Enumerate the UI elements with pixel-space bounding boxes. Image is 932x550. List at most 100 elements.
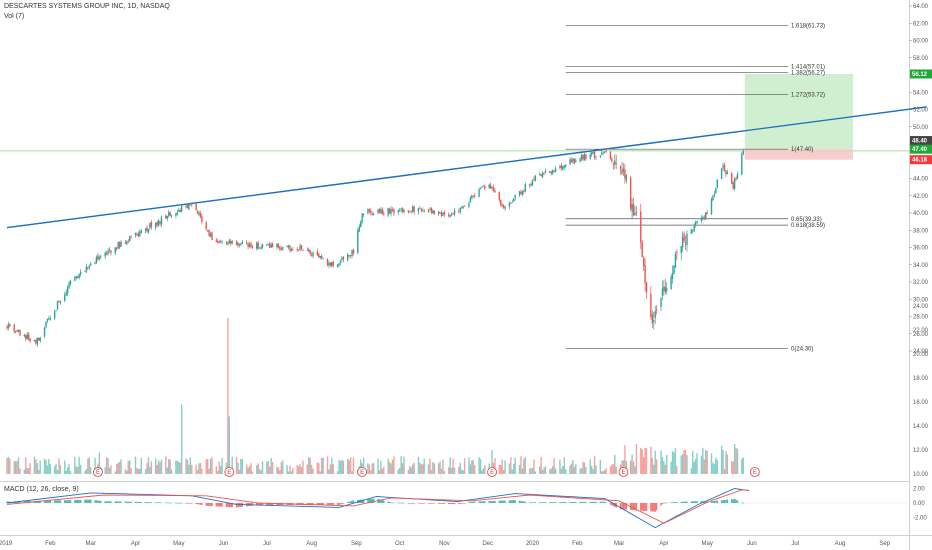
macd-histogram-bar: [349, 501, 352, 503]
price-tick-label: 28.00: [913, 315, 929, 321]
candle-body: [391, 209, 394, 211]
volume-bar: [579, 468, 581, 474]
candle-body: [676, 251, 678, 254]
volume-bar: [651, 457, 654, 474]
candle-body: [75, 276, 77, 278]
candle-body: [150, 222, 153, 227]
volume-bar: [706, 450, 708, 474]
macd-histogram-bar: [98, 500, 101, 503]
time-tick-label: Aug: [306, 541, 317, 547]
volume-bar: [612, 464, 615, 474]
candle-body: [348, 255, 350, 256]
candle-body: [209, 233, 212, 238]
macd-histogram-bar: [175, 502, 177, 504]
candle-body: [693, 225, 695, 232]
volume-bar: [241, 459, 244, 474]
price-tick-label: 32.00: [913, 280, 929, 286]
macd-histogram-bar: [572, 502, 574, 503]
candle-body: [329, 262, 332, 266]
macd-histogram-bar: [735, 499, 737, 503]
candle-body: [463, 205, 466, 207]
macd-histogram-bar: [501, 500, 503, 503]
candle-body: [290, 249, 293, 252]
macd-histogram-bar: [560, 502, 563, 503]
candle-body: [393, 209, 395, 214]
macd-histogram-bar: [469, 501, 472, 503]
volume-bar: [661, 456, 664, 474]
volume-bar: [550, 468, 552, 474]
volume-legend[interactable]: Vol (7): [4, 13, 25, 20]
macd-histogram-bar: [653, 503, 655, 512]
volume-bar: [175, 460, 177, 474]
symbol-legend[interactable]: DESCARTES SYSTEMS GROUP INC, 1D, NASDAQ: [4, 3, 170, 10]
volume-bar: [33, 456, 36, 474]
candle-body: [201, 216, 203, 222]
candle-body: [205, 222, 207, 230]
candle-body: [439, 212, 441, 214]
macd-histogram-bar: [342, 503, 345, 504]
macd-histogram-bar: [502, 500, 505, 503]
volume-bar: [318, 463, 320, 474]
candle-body: [442, 212, 444, 216]
price-label-value: 48.40: [912, 139, 928, 145]
volume-bar: [449, 457, 451, 474]
candle-body: [33, 339, 36, 342]
volume-bar: [479, 459, 482, 474]
macd-histogram-bar: [59, 500, 62, 503]
volume-bar: [442, 459, 444, 474]
volume-bar: [16, 461, 18, 474]
macd-histogram-bar: [540, 502, 542, 503]
candle-body: [188, 204, 190, 210]
candle-body: [494, 190, 496, 193]
macd-histogram-bar: [49, 500, 52, 503]
volume-bar: [17, 457, 20, 474]
candle-body: [725, 170, 727, 175]
volume-bar: [461, 469, 463, 474]
volume-bar: [671, 451, 674, 474]
candle-body: [543, 172, 545, 174]
volume-bar: [88, 457, 90, 474]
macd-histogram-bar: [217, 503, 219, 507]
macd-histogram-bar: [671, 502, 674, 503]
volume-bar: [518, 465, 521, 474]
volume-bar: [94, 457, 96, 474]
macd-histogram-bar: [225, 503, 228, 507]
candle-body: [319, 256, 321, 258]
candle-body: [632, 204, 635, 216]
volume-bar: [336, 471, 339, 474]
volume-bar: [430, 469, 433, 474]
candle-body: [241, 241, 244, 244]
volume-bar: [140, 457, 142, 474]
time-tick-label: Mar: [86, 541, 96, 547]
candle-body: [524, 184, 526, 192]
macd-legend[interactable]: MACD (12, 26, close, 9): [4, 486, 79, 493]
candle-body: [316, 251, 319, 255]
candle-body: [410, 210, 412, 212]
candle-body: [134, 233, 137, 236]
candle-body: [520, 192, 522, 194]
macd-histogram-bar: [186, 503, 189, 504]
volume-bar: [130, 468, 132, 474]
macd-histogram-bar: [160, 502, 163, 504]
volume-bar: [645, 448, 648, 474]
volume-tick-label: 20.00: [913, 352, 929, 358]
volume-bar: [642, 457, 645, 474]
volume-bar: [663, 460, 665, 474]
time-tick-label: May: [702, 541, 713, 547]
volume-bar: [185, 458, 187, 474]
volume-bar: [614, 454, 616, 474]
candle-body: [347, 254, 349, 261]
macd-histogram-bar: [53, 500, 56, 503]
earnings-marker-label: E: [753, 470, 757, 476]
candle-body: [723, 164, 726, 172]
volume-bar: [360, 459, 362, 474]
macd-histogram-bar: [154, 502, 157, 503]
macd-histogram-bar: [670, 502, 672, 503]
macd-histogram-bar: [126, 501, 128, 503]
macd-histogram-bar: [179, 502, 181, 504]
candle-body: [16, 330, 18, 332]
volume-bar: [160, 459, 163, 474]
macd-histogram-bar: [433, 503, 436, 504]
